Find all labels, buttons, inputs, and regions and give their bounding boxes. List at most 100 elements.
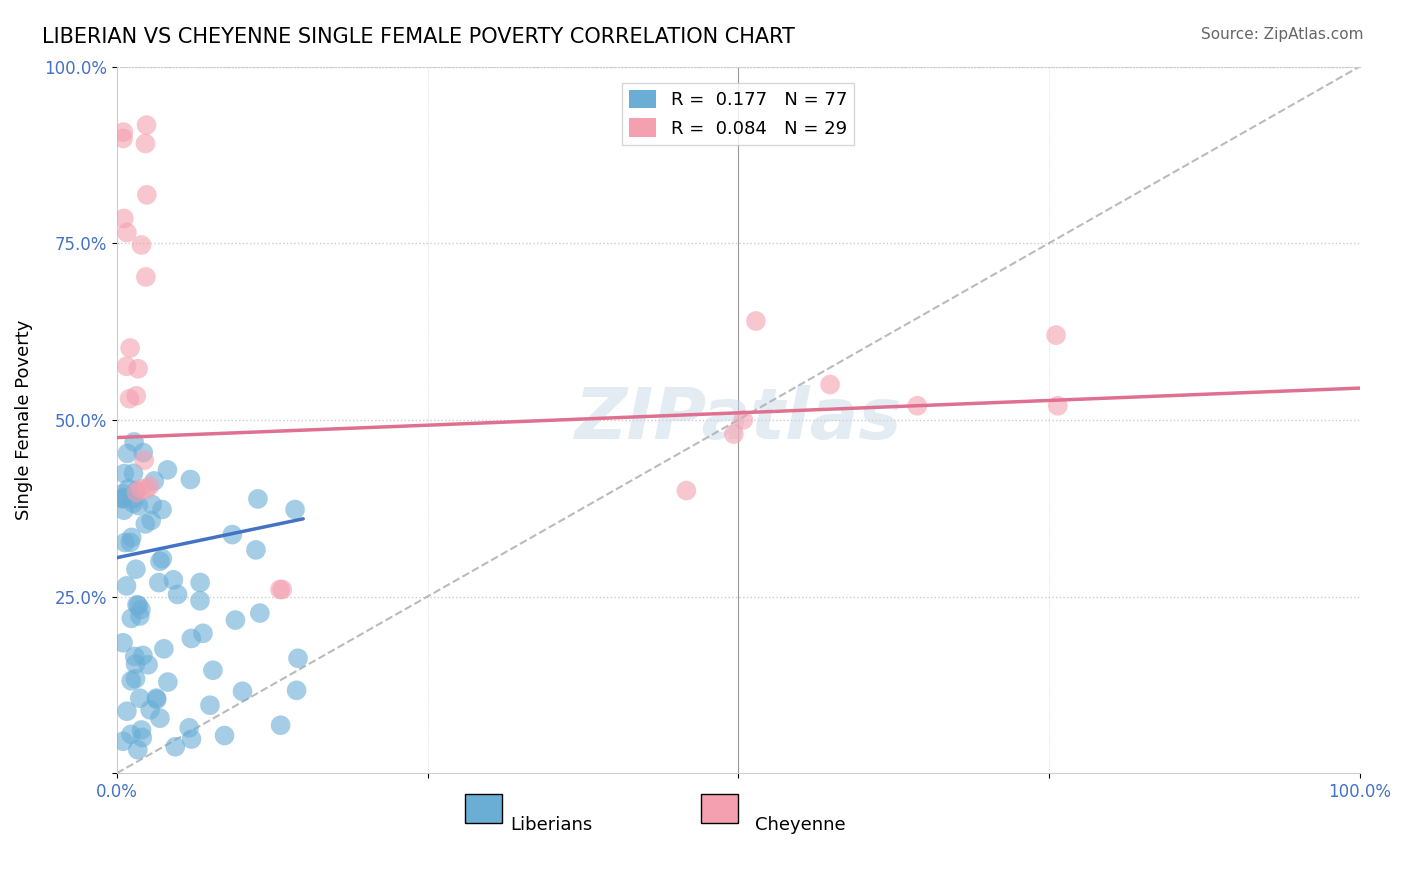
Point [124,649,146,664]
Text: Liberians: Liberians [510,815,593,834]
Point [112,467,135,481]
Point [134,516,156,531]
Y-axis label: Single Female Poverty: Single Female Poverty [15,319,32,520]
Text: LIBERIAN VS CHEYENNE SINGLE FEMALE POVERTY CORRELATION CHART: LIBERIAN VS CHEYENNE SINGLE FEMALE POVER… [42,27,794,46]
Point [162,573,184,587]
Point [675,483,697,498]
Point [127,742,149,756]
Point [135,270,157,285]
Point [141,498,163,512]
Point [120,535,142,549]
Point [112,503,135,517]
Legend: R =  0.177   N = 77, R =  0.084   N = 29: R = 0.177 N = 77, R = 0.084 N = 29 [621,83,855,145]
Point [115,359,138,374]
Point [1045,328,1067,343]
Point [148,575,170,590]
Point [122,491,145,506]
Point [125,598,148,612]
Point [149,711,172,725]
Point [198,698,221,713]
Text: Source: ZipAtlas.com: Source: ZipAtlas.com [1201,27,1364,42]
Point [188,593,211,607]
Point [270,718,292,732]
Point [112,125,135,139]
Point [156,675,179,690]
Point [122,434,145,449]
Point [180,632,202,646]
Point [214,729,236,743]
Point [117,482,139,496]
Point [285,683,308,698]
Point [201,663,224,677]
Point [269,582,291,597]
Point [745,314,768,328]
Point [115,704,138,718]
Point [118,392,141,406]
Point [120,341,142,355]
Point [271,582,294,597]
Point [139,703,162,717]
Point [165,739,187,754]
Point [131,723,153,737]
Point [145,691,167,706]
Point [112,491,135,505]
Point [138,479,160,493]
Point [124,657,146,671]
Point [156,463,179,477]
Point [125,485,148,500]
Point [112,491,135,506]
Point [124,672,146,686]
Point [127,499,149,513]
Point [145,692,167,706]
Point [221,527,243,541]
Point [125,389,148,403]
Point [224,613,246,627]
Point [127,599,149,613]
Point [249,606,271,620]
Point [112,211,135,226]
FancyBboxPatch shape [465,795,502,822]
Point [125,562,148,576]
Point [128,691,150,706]
Point [150,502,173,516]
Point [129,482,152,496]
FancyBboxPatch shape [700,795,738,822]
Point [179,473,201,487]
Point [287,651,309,665]
Point [818,377,841,392]
Point [191,626,214,640]
Point [134,453,156,467]
Point [112,734,135,748]
Point [128,609,150,624]
Point [120,611,142,625]
Point [131,731,153,745]
Point [135,482,157,496]
Point [112,636,135,650]
Point [115,226,138,240]
Point [153,641,176,656]
Text: ZIPatlas: ZIPatlas [575,385,901,454]
Point [132,445,155,459]
Point [117,446,139,460]
Point [141,513,163,527]
Point [179,721,201,735]
Point [166,587,188,601]
Point [132,648,155,663]
Point [122,467,145,481]
Point [121,530,143,544]
Point [131,238,153,252]
Point [112,491,135,506]
Point [149,554,172,568]
Point [188,575,211,590]
Point [115,579,138,593]
Point [112,486,135,500]
Point [284,502,307,516]
Point [120,673,142,688]
Point [733,413,755,427]
Point [180,732,202,747]
Point [120,727,142,741]
Point [122,496,145,510]
Point [150,551,173,566]
Point [246,491,269,506]
Point [135,118,157,132]
